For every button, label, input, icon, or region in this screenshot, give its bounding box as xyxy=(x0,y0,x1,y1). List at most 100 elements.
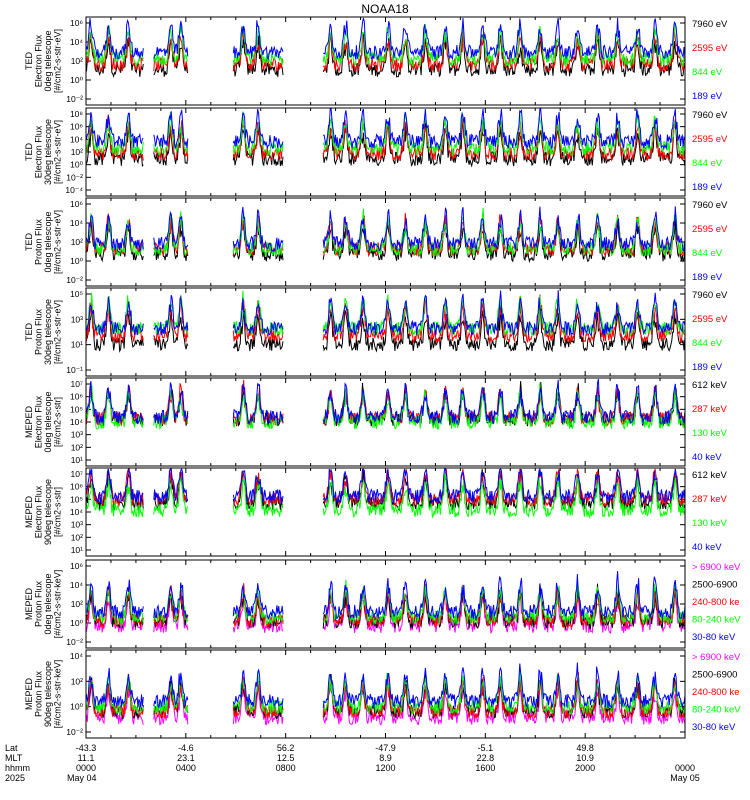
footer-value: -43.3 xyxy=(76,743,97,753)
panel-ylabel-line: [#/cm2-s-str-eV] xyxy=(52,300,62,364)
panel-ylabel-line: 30deg telescope xyxy=(43,299,53,365)
panel-ylabel-line: Proton Flux xyxy=(33,580,43,627)
panel-frame xyxy=(85,107,686,197)
series-trace xyxy=(86,17,686,61)
footer-row-label: Lat xyxy=(5,743,18,753)
panel-ylabel-line: MEPED xyxy=(24,588,34,621)
y-tick-label: 10⁶ xyxy=(70,122,83,132)
panels: TED Electron Flux 0deg telescope [#/cm2-s-s… xyxy=(24,16,741,739)
series-trace xyxy=(86,467,686,505)
series-trace xyxy=(86,28,686,73)
footer-value: 49.8 xyxy=(576,743,594,753)
footer-value: -5.1 xyxy=(478,743,494,753)
panel-2: TED Electron Flux 30deg telescope [#/cm2-s-… xyxy=(24,107,728,197)
panel-ylabel-line: [#/cm2-s-str-eV] xyxy=(52,29,62,93)
y-tick-label: 10² xyxy=(71,56,83,66)
legend-entry: 7960 eV xyxy=(692,290,728,301)
panel-ylabel-line: Proton Flux xyxy=(33,670,43,717)
panel-ylabel-line: Proton Flux xyxy=(33,308,43,355)
legend-entry: 2595 eV xyxy=(692,134,728,145)
footer-value: 56.2 xyxy=(277,743,295,753)
series-trace xyxy=(86,570,686,621)
series-trace xyxy=(86,294,686,345)
footer-value: 23.1 xyxy=(177,753,195,763)
panel-4: TED Proton Flux 30deg telescope [#/cm2-s-st… xyxy=(24,287,728,377)
footer-row-label: 2025 xyxy=(5,773,25,783)
footer-value: 2000 xyxy=(575,763,595,773)
legend-entry: 2500-6900 xyxy=(692,670,737,681)
legend-entry: 189 eV xyxy=(692,91,723,102)
y-tick-label: 10⁴ xyxy=(70,417,83,427)
panel-ylabel-line: MEPED xyxy=(24,406,34,439)
panel-ylabel-line: TED xyxy=(24,51,34,70)
series-trace xyxy=(86,209,686,258)
y-tick-label: 10³ xyxy=(71,314,83,324)
y-tick-label: 10⁴ xyxy=(70,218,83,228)
panel-frame xyxy=(85,467,686,557)
footer-value: May 05 xyxy=(670,773,700,783)
footer-value: 22.8 xyxy=(477,753,495,763)
legend-entry: 844 eV xyxy=(692,158,723,169)
series-trace xyxy=(86,473,686,519)
panel-ylabel-line: MEPED xyxy=(24,678,34,711)
footer-value: -47.9 xyxy=(375,743,396,753)
panel-ylabel-line: Electron Flux xyxy=(33,395,43,448)
footer-value: 0400 xyxy=(176,763,196,773)
y-tick-label: 10² xyxy=(71,237,83,247)
series-trace xyxy=(86,108,686,151)
y-tick-label: 10⁻² xyxy=(66,172,83,182)
legend-entry: 240-800 ke xyxy=(692,687,740,698)
series-trace xyxy=(86,578,686,626)
panel-ylabel-line: [#/cm2-s-str-keV] xyxy=(52,660,62,729)
y-tick-label: 10² xyxy=(71,676,83,686)
footer-value: 12.5 xyxy=(277,753,295,763)
legend-entry: 189 eV xyxy=(692,362,723,373)
footer-value: 11.1 xyxy=(78,753,95,763)
footer-row-label: hhmm xyxy=(5,763,30,773)
y-tick-label: 10⁶ xyxy=(70,561,83,571)
panel-ylabel-line: [#/cm2-s-str] xyxy=(52,487,62,537)
y-tick-label: 10¹ xyxy=(71,545,83,555)
panel-1: TED Electron Flux 0deg telescope [#/cm2-s-s… xyxy=(24,16,728,106)
y-tick-label: 10¹ xyxy=(71,455,83,465)
footer-value: 1200 xyxy=(375,763,395,773)
panel-7: MEPED Proton Flux 0deg telescope [#/cm2-s-s… xyxy=(24,559,741,649)
legend-entry: 287 keV xyxy=(692,404,728,415)
panel-ylabel-line: 0deg telescope xyxy=(43,573,53,634)
legend-entry: 30-80 keV xyxy=(692,722,736,733)
y-tick-label: 10⁷ xyxy=(70,469,83,479)
panel-ylabel-line: TED xyxy=(24,142,34,161)
legend-entry: 7960 eV xyxy=(692,110,728,121)
y-tick-label: 10⁰ xyxy=(70,75,83,85)
y-tick-label: 10² xyxy=(71,442,83,452)
footer-value: 0800 xyxy=(276,763,296,773)
panel-ylabel-line: Electron Flux xyxy=(33,485,43,538)
legend-entry: 80-240 keV xyxy=(692,705,741,716)
y-tick-label: 10⁻⁴ xyxy=(65,185,83,195)
y-tick-label: 10⁸ xyxy=(70,109,83,119)
y-tick-label: 10⁴ xyxy=(70,507,83,517)
panel-ylabel-line: Electron Flux xyxy=(33,34,43,87)
panel-frame xyxy=(85,287,686,377)
panel-frame xyxy=(85,559,686,649)
series-trace xyxy=(86,378,686,426)
y-tick-label: 10² xyxy=(71,599,83,609)
footer-row-label: MLT xyxy=(5,753,23,763)
panel-ylabel-line: TED xyxy=(24,322,34,341)
y-tick-label: 10² xyxy=(71,532,83,542)
y-tick-label: 10⁻² xyxy=(66,275,83,285)
y-tick-label: 10⁰ xyxy=(70,702,83,712)
footer-value: 8.9 xyxy=(379,753,392,763)
series-trace xyxy=(86,206,686,252)
legend-entry: 240-800 ke xyxy=(692,597,740,608)
panel-3: TED Proton Flux 0deg telescope [#/cm2-s-str… xyxy=(24,197,728,287)
series-trace xyxy=(86,662,686,710)
panel-ylabel-line: Electron Flux xyxy=(33,125,43,178)
panel-ylabel-line: 0deg telescope xyxy=(43,30,53,91)
y-tick-label: 10⁰ xyxy=(70,256,83,266)
footer-value: 1600 xyxy=(475,763,495,773)
y-tick-label: 10⁻¹ xyxy=(66,365,83,375)
legend-entry: 7960 eV xyxy=(692,200,728,211)
panel-ylabel-line: [#/cm2-s-str] xyxy=(52,397,62,447)
legend-entry: 30-80 keV xyxy=(692,632,736,643)
